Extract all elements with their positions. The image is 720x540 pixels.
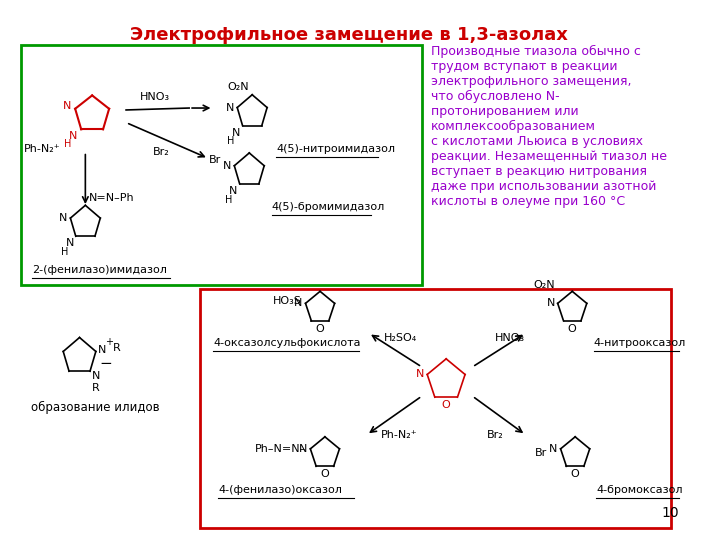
Text: O: O — [315, 324, 325, 334]
Text: N: N — [92, 372, 100, 381]
Text: N: N — [59, 213, 68, 223]
Text: 4-(фенилазо)оксазол: 4-(фенилазо)оксазол — [218, 485, 342, 495]
Text: N: N — [223, 161, 231, 171]
Text: N: N — [66, 238, 74, 248]
Text: 4-бромоксазол: 4-бромоксазол — [596, 485, 683, 495]
Bar — [22, 45, 422, 285]
Text: N: N — [549, 444, 558, 454]
Text: HNO₃: HNO₃ — [495, 333, 525, 343]
Text: R: R — [113, 342, 121, 353]
Text: O: O — [442, 400, 451, 410]
Text: Производные тиазола обычно с
трудом вступают в реакции
электрофильного замещения: Производные тиазола обычно с трудом всту… — [431, 45, 667, 208]
Text: N=N–Ph: N=N–Ph — [89, 193, 135, 204]
Text: 4-нитрооксазол: 4-нитрооксазол — [593, 338, 686, 348]
Text: O: O — [571, 469, 580, 479]
Text: N: N — [299, 444, 307, 454]
Text: Электрофильное замещение в 1,3-азолах: Электрофильное замещение в 1,3-азолах — [130, 25, 568, 44]
Text: H: H — [225, 194, 232, 205]
Text: Br₂: Br₂ — [153, 147, 170, 157]
Text: HNO₃: HNO₃ — [140, 92, 170, 102]
Text: 2-(фенилазо)имидазол: 2-(фенилазо)имидазол — [32, 265, 167, 275]
Text: Br: Br — [209, 155, 221, 165]
Text: H: H — [228, 136, 235, 146]
Text: Ph–N=N–: Ph–N=N– — [255, 444, 307, 454]
Text: 4-оксазолсульфокислота: 4-оксазолсульфокислота — [213, 338, 361, 348]
Text: Br: Br — [535, 448, 547, 458]
Text: 4(5)-нитроимидазол: 4(5)-нитроимидазол — [276, 144, 395, 154]
Text: O: O — [320, 469, 329, 479]
Text: N: N — [69, 131, 77, 141]
Text: N: N — [98, 345, 106, 355]
Text: N: N — [416, 369, 424, 380]
Text: O₂N: O₂N — [533, 280, 555, 290]
Text: O₂N: O₂N — [228, 82, 249, 92]
Text: R: R — [92, 383, 99, 393]
Text: H: H — [64, 139, 71, 149]
Text: N: N — [63, 101, 71, 111]
Text: N: N — [294, 299, 302, 308]
Text: Ph-N₂⁺: Ph-N₂⁺ — [24, 144, 61, 154]
Text: Ph-N₂⁺: Ph-N₂⁺ — [381, 430, 418, 440]
Text: образование илидов: образование илидов — [31, 401, 160, 414]
Text: H: H — [60, 247, 68, 257]
Text: N: N — [233, 127, 240, 138]
Text: HO₃S: HO₃S — [273, 296, 302, 306]
Text: H₂SO₄: H₂SO₄ — [384, 333, 418, 343]
Text: N: N — [546, 299, 555, 308]
Text: O: O — [568, 324, 577, 334]
Text: N: N — [230, 186, 238, 196]
Bar — [199, 289, 671, 528]
Text: 4(5)-бромимидазол: 4(5)-бромимидазол — [271, 202, 384, 212]
Text: 10: 10 — [661, 506, 679, 520]
Text: +: + — [106, 337, 114, 347]
Text: N: N — [226, 103, 234, 112]
Text: Br₂: Br₂ — [487, 430, 503, 440]
Text: −: − — [99, 356, 112, 370]
